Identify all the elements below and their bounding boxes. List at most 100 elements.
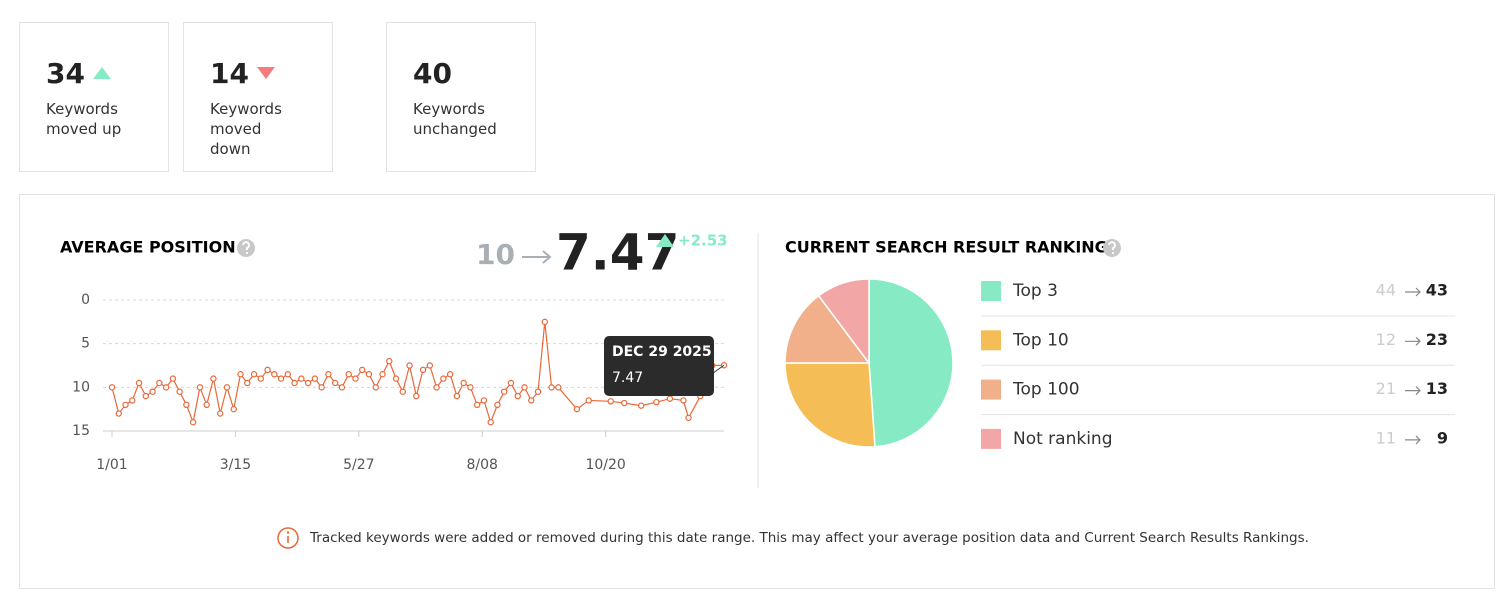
pie-slice — [784, 294, 871, 364]
stat-label: Keywords moved up — [46, 100, 122, 138]
up-triangle — [656, 234, 674, 247]
tooltip: DEC 29 2025 7.47 — [604, 336, 714, 396]
legend-swatch — [981, 281, 1001, 301]
point — [203, 401, 210, 408]
legend-swatch — [981, 379, 1001, 400]
point — [607, 398, 614, 405]
x-tick-label: 3/15 — [220, 457, 251, 473]
previous-value: 44 — [1376, 281, 1396, 300]
point — [250, 371, 258, 378]
point — [399, 388, 406, 395]
tooltip-date: DEC 29 2025 — [612, 344, 712, 360]
point — [534, 388, 542, 395]
point — [331, 379, 339, 387]
point — [573, 405, 581, 413]
point — [325, 371, 332, 378]
point — [257, 375, 264, 382]
y-tick-label: 10 — [72, 379, 90, 395]
start-value: 10 — [476, 238, 515, 271]
point — [345, 371, 352, 378]
point — [122, 401, 129, 408]
point — [352, 375, 359, 382]
x-tick-label: 10/20 — [585, 457, 625, 473]
value: 13 — [1426, 379, 1448, 398]
tooltip-value: 7.47 — [612, 370, 643, 386]
point — [555, 384, 562, 391]
point — [541, 318, 548, 326]
arrow — [1405, 386, 1421, 396]
point — [372, 384, 379, 391]
x-tick-label: 1/01 — [96, 457, 127, 473]
value: 23 — [1426, 330, 1448, 349]
stat-value: 14 — [210, 56, 249, 90]
point — [494, 401, 501, 408]
previous-value: 21 — [1376, 379, 1396, 398]
point — [426, 362, 434, 369]
arrow — [1405, 287, 1421, 297]
point — [514, 392, 521, 400]
x-tick-label: 8/08 — [467, 457, 498, 473]
point — [210, 375, 217, 382]
change-value: +2.53 — [678, 232, 728, 250]
point — [467, 384, 474, 391]
stat-label: Keywords moved down — [210, 100, 282, 158]
stat-card: 34 Keywords moved up — [19, 22, 169, 172]
y-tick-label: 0 — [81, 292, 90, 308]
x-tick-label: 5/27 — [343, 457, 374, 473]
point — [585, 397, 592, 404]
legend-label: Top 10 — [1012, 330, 1069, 350]
point — [406, 362, 413, 369]
previous-value: 12 — [1376, 330, 1396, 349]
current-value: 7.47 — [556, 224, 679, 282]
down-triangle — [256, 67, 275, 79]
notice: Tracked keywords were added or removed d… — [309, 530, 1309, 546]
arrow — [1405, 336, 1421, 346]
point — [528, 397, 535, 404]
stat-value: 34 — [46, 56, 85, 90]
point — [284, 371, 292, 378]
point — [521, 384, 528, 391]
legend-swatch — [981, 330, 1001, 351]
help-icon — [1103, 239, 1121, 257]
point — [176, 388, 183, 395]
point — [304, 379, 312, 387]
point — [501, 388, 508, 395]
point — [473, 401, 481, 408]
point — [291, 379, 298, 387]
point — [666, 395, 674, 402]
point — [244, 379, 251, 387]
point — [453, 392, 461, 400]
point — [162, 384, 170, 391]
point — [277, 375, 285, 382]
point — [548, 384, 555, 391]
point — [621, 399, 628, 407]
point — [386, 357, 393, 365]
y-tick-label: 15 — [72, 423, 90, 439]
chart-title: AVERAGE POSITION — [60, 238, 236, 257]
point — [271, 371, 278, 378]
point — [460, 379, 467, 387]
tooltip-box — [604, 336, 714, 396]
value: 43 — [1426, 281, 1448, 300]
stat-value: 40 — [413, 56, 452, 90]
point — [115, 410, 122, 417]
stat-label: Keywords unchanged — [413, 100, 497, 138]
pie-slice — [784, 362, 876, 448]
value: 9 — [1437, 428, 1448, 447]
point — [413, 392, 420, 400]
arrow — [1405, 435, 1421, 445]
previous-value: 11 — [1376, 428, 1396, 447]
point — [237, 371, 244, 378]
point — [156, 379, 163, 387]
point — [653, 398, 660, 406]
point — [685, 414, 692, 422]
up-triangle — [92, 67, 111, 79]
legend-label: Top 3 — [1012, 281, 1058, 301]
pie-slice — [817, 278, 870, 366]
info-icon — [277, 527, 299, 549]
point — [507, 379, 515, 387]
point — [196, 384, 204, 391]
point — [129, 397, 136, 404]
